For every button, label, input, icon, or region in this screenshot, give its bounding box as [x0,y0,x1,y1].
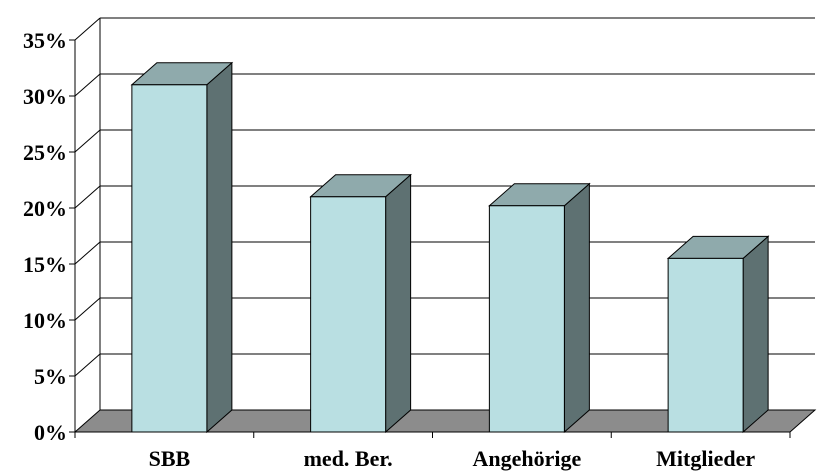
gridline-side [74,73,101,97]
x-category-label: Angehörige [472,446,581,471]
gridline-side [74,241,101,265]
bar-side [742,235,769,434]
y-tick-label: 25% [23,140,67,165]
bar-front [488,205,565,433]
bar [309,173,412,434]
gridline-side [74,185,101,209]
bar-front [667,257,744,433]
y-tick-label: 35% [23,28,67,53]
x-category-label: SBB [149,446,191,471]
y-tick-label: 30% [23,84,67,109]
bar [666,235,770,434]
bars [130,61,770,434]
x-category-label: med. Ber. [304,446,393,471]
gridline-side [74,353,101,377]
bar [130,61,234,434]
y-tick-label: 20% [23,196,67,221]
gridline-side [74,129,101,153]
bar-front [131,84,208,433]
gridline-side [74,17,101,41]
x-category-label: Mitglieder [656,446,755,471]
y-tick-label: 15% [23,252,67,277]
y-tick-label: 10% [23,308,67,333]
x-category-labels: SBB med. Ber. Angehörige Mitglieder [149,446,756,471]
bar-side [563,182,590,434]
y-tick-label: 0% [34,420,67,445]
bar-front [310,196,387,433]
y-tick-labels: 0% 5% 10% 15% 20% 25% 30% 35% [23,28,67,445]
y-tick-label: 5% [34,364,67,389]
bar [488,182,591,434]
bar-side [385,173,412,434]
bar-side [206,61,233,434]
gridline-side [74,297,101,321]
